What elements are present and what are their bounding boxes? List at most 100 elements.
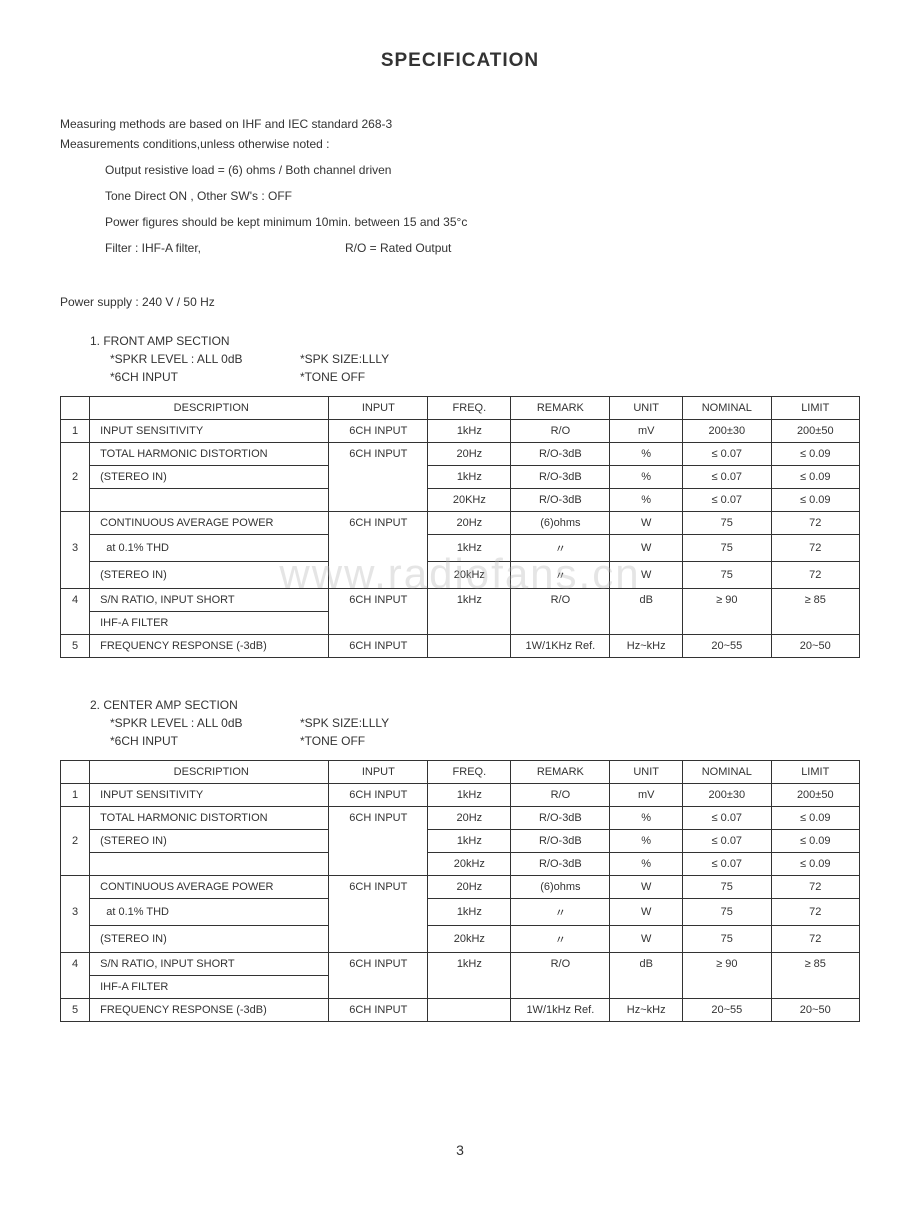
cell-unit: W	[610, 926, 683, 953]
section-2-sub2: *6CH INPUT *TONE OFF	[110, 734, 860, 748]
cell-remark: R/O-3dB	[511, 853, 610, 876]
cell-nom: 200±30	[683, 420, 771, 443]
cell-nom: 20~55	[683, 635, 771, 658]
cell-freq: 20Hz	[428, 512, 511, 535]
cell-freq: 20kHz	[428, 853, 511, 876]
cell-freq: 1kHz	[428, 830, 511, 853]
cell-unit: W	[610, 535, 683, 562]
cell-freq: 1kHz	[428, 784, 511, 807]
table-row: 20kHz R/O-3dB % ≤ 0.07 ≤ 0.09	[61, 853, 860, 876]
table-row: 20KHz R/O-3dB % ≤ 0.07 ≤ 0.09	[61, 489, 860, 512]
section-1-sub1b: *SPK SIZE:LLLY	[300, 352, 389, 366]
cell-desc: CONTINUOUS AVERAGE POWER	[90, 876, 329, 899]
cell-input: 6CH INPUT	[329, 443, 428, 466]
header-unit: UNIT	[610, 397, 683, 420]
cell-num: 4	[61, 953, 90, 976]
cell-desc: (STEREO IN)	[90, 830, 329, 853]
cell-lim: ≤ 0.09	[771, 489, 859, 512]
cell-input	[329, 830, 428, 853]
page-number: 3	[60, 1142, 860, 1158]
cell-unit: Hz~kHz	[610, 635, 683, 658]
cell-unit: mV	[610, 784, 683, 807]
cell-desc: FREQUENCY RESPONSE (-3dB)	[90, 635, 329, 658]
cell-num: 5	[61, 999, 90, 1022]
cell-remark: 〃	[511, 899, 610, 926]
cell-desc	[90, 853, 329, 876]
power-supply: Power supply : 240 V / 50 Hz	[60, 295, 860, 309]
cell-freq: 1kHz	[428, 420, 511, 443]
cell-num	[61, 562, 90, 589]
cell-lim: 200±50	[771, 784, 859, 807]
header-input: INPUT	[329, 397, 428, 420]
section-2-sub1: *SPKR LEVEL : ALL 0dB *SPK SIZE:LLLY	[110, 716, 860, 730]
condition-4a: Filter : IHF-A filter,	[105, 241, 345, 255]
table-row: 3 at 0.1% THD 1kHz 〃 W 75 72	[61, 899, 860, 926]
cell-freq: 20kHz	[428, 926, 511, 953]
cell-num	[61, 807, 90, 830]
cell-freq: 20kHz	[428, 562, 511, 589]
header-remark: REMARK	[511, 761, 610, 784]
cell-freq: 20KHz	[428, 489, 511, 512]
section-1-sub1a: *SPKR LEVEL : ALL 0dB	[110, 352, 300, 366]
cell-remark: 〃	[511, 535, 610, 562]
cell-input: 6CH INPUT	[329, 807, 428, 830]
intro-line-1: Measuring methods are based on IHF and I…	[60, 117, 860, 131]
cell-lim: ≤ 0.09	[771, 466, 859, 489]
header-nominal: NOMINAL	[683, 397, 771, 420]
header-freq: FREQ.	[428, 761, 511, 784]
cell-nom: 75	[683, 876, 771, 899]
spec-table-1: DESCRIPTION INPUT FREQ. REMARK UNIT NOMI…	[60, 396, 860, 658]
header-num	[61, 397, 90, 420]
cell-lim: ≥ 85	[771, 589, 859, 612]
cell-remark: R/O	[511, 589, 610, 612]
cell-nom: ≤ 0.07	[683, 443, 771, 466]
table-row: TOTAL HARMONIC DISTORTION 6CH INPUT 20Hz…	[61, 443, 860, 466]
table-row: (STEREO IN) 20kHz 〃 W 75 72	[61, 926, 860, 953]
cell-desc: (STEREO IN)	[90, 562, 329, 589]
cell-num	[61, 926, 90, 953]
cell-input: 6CH INPUT	[329, 635, 428, 658]
cell-nom: ≤ 0.07	[683, 853, 771, 876]
cell-input: 6CH INPUT	[329, 876, 428, 899]
section-2-sub1a: *SPKR LEVEL : ALL 0dB	[110, 716, 300, 730]
table-row: 4 S/N RATIO, INPUT SHORT 6CH INPUT 1kHz …	[61, 953, 860, 976]
cell-input	[329, 562, 428, 589]
cell-input	[329, 976, 428, 999]
cell-input	[329, 612, 428, 635]
table-row: CONTINUOUS AVERAGE POWER 6CH INPUT 20Hz …	[61, 512, 860, 535]
cell-unit: W	[610, 899, 683, 926]
cell-freq	[428, 999, 511, 1022]
cell-remark: R/O	[511, 784, 610, 807]
cell-nom: 200±30	[683, 784, 771, 807]
section-1-sub2b: *TONE OFF	[300, 370, 365, 384]
cell-remark: 1W/1KHz Ref.	[511, 635, 610, 658]
cell-unit: %	[610, 807, 683, 830]
table-row: 2 (STEREO IN) 1kHz R/O-3dB % ≤ 0.07 ≤ 0.…	[61, 466, 860, 489]
intro-line-2: Measurements conditions,unless otherwise…	[60, 137, 860, 151]
cell-desc: INPUT SENSITIVITY	[90, 784, 329, 807]
cell-nom: ≥ 90	[683, 953, 771, 976]
section-2-sub1b: *SPK SIZE:LLLY	[300, 716, 389, 730]
cell-remark: R/O-3dB	[511, 489, 610, 512]
spec-table-2: DESCRIPTION INPUT FREQ. REMARK UNIT NOMI…	[60, 760, 860, 1022]
table-row: 3 at 0.1% THD 1kHz 〃 W 75 72	[61, 535, 860, 562]
header-remark: REMARK	[511, 397, 610, 420]
cell-num	[61, 876, 90, 899]
cell-nom: ≤ 0.07	[683, 489, 771, 512]
cell-lim: ≤ 0.09	[771, 807, 859, 830]
cell-remark: R/O-3dB	[511, 830, 610, 853]
table-row: 2 (STEREO IN) 1kHz R/O-3dB % ≤ 0.07 ≤ 0.…	[61, 830, 860, 853]
header-num	[61, 761, 90, 784]
cell-freq: 20Hz	[428, 876, 511, 899]
cell-input	[329, 535, 428, 562]
header-input: INPUT	[329, 761, 428, 784]
cell-remark: R/O-3dB	[511, 807, 610, 830]
cell-freq: 20Hz	[428, 807, 511, 830]
cell-lim: ≥ 85	[771, 953, 859, 976]
condition-1: Output resistive load = (6) ohms / Both …	[105, 163, 860, 177]
cell-desc: CONTINUOUS AVERAGE POWER	[90, 512, 329, 535]
cell-nom: 75	[683, 512, 771, 535]
cell-nom	[683, 612, 771, 635]
table-row: 5 FREQUENCY RESPONSE (-3dB) 6CH INPUT 1W…	[61, 635, 860, 658]
cell-remark	[511, 612, 610, 635]
